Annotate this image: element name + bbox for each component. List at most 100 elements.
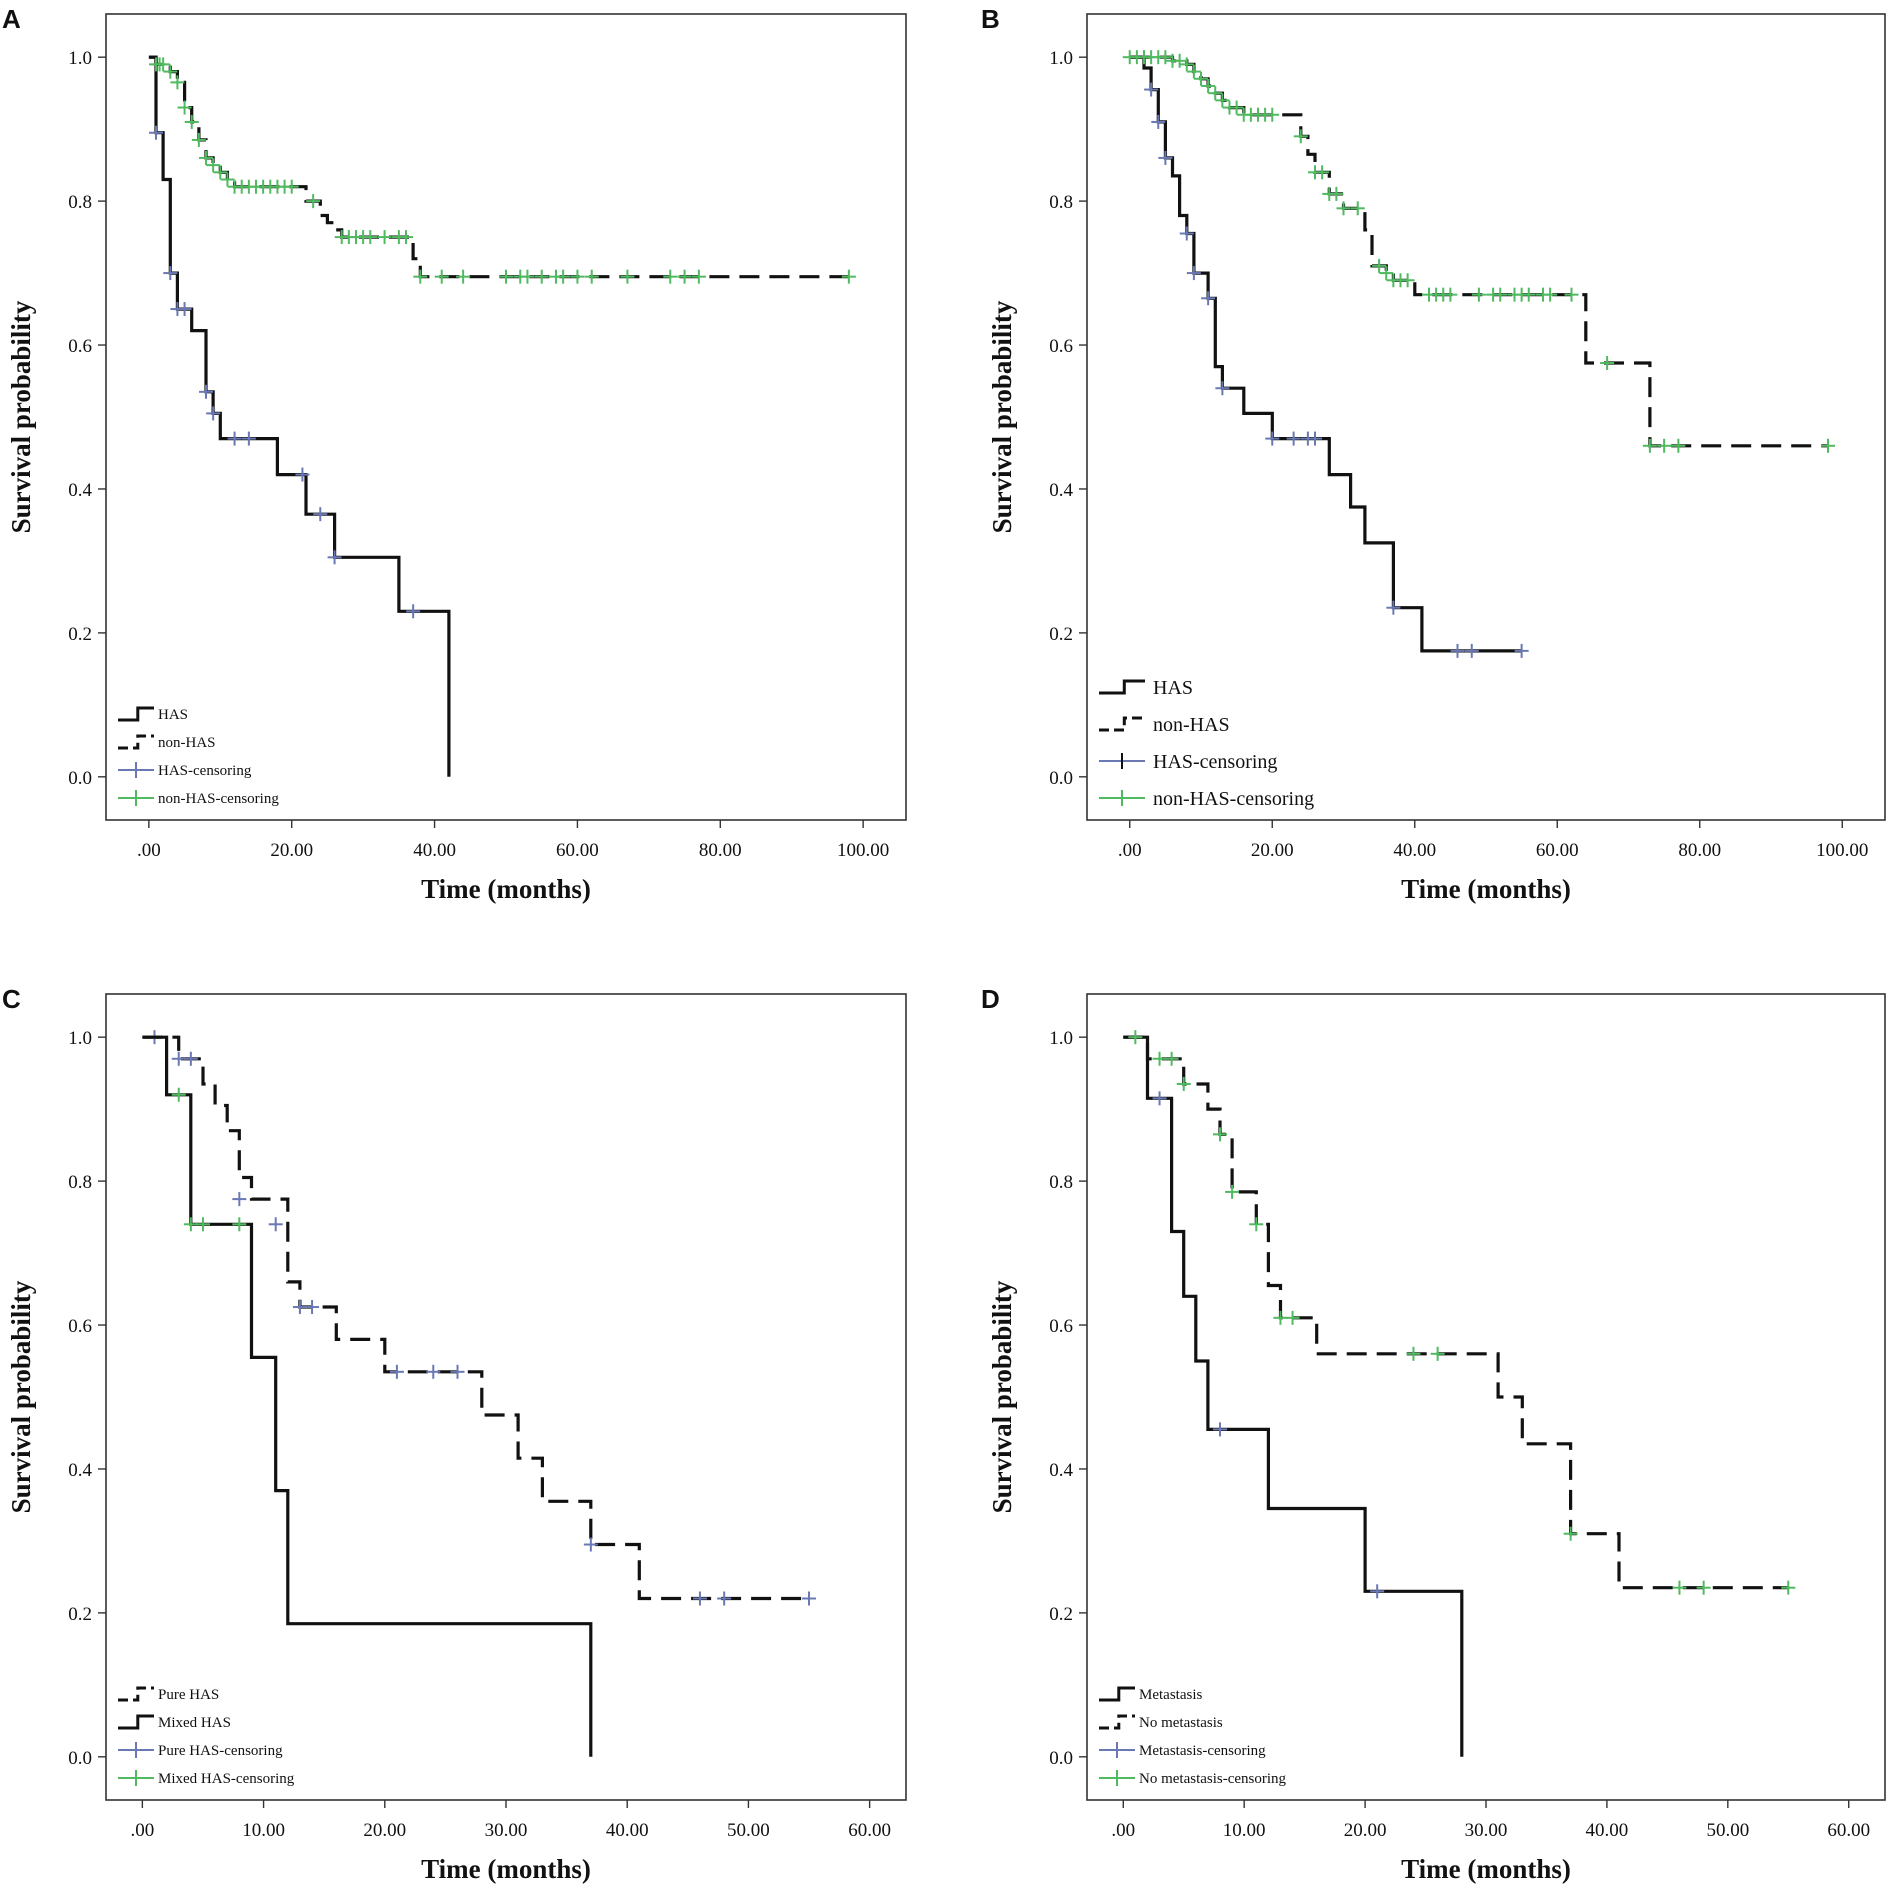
censor-mark bbox=[1152, 1051, 1167, 1066]
legend-label: non-HAS bbox=[1153, 714, 1230, 736]
censor-mark bbox=[284, 179, 299, 194]
censor-mark bbox=[227, 431, 242, 446]
x-tick-label: 40.00 bbox=[413, 840, 456, 861]
y-tick-label: 0.4 bbox=[1049, 1460, 1073, 1481]
panel-letter: C bbox=[2, 984, 21, 1014]
censor-mark bbox=[306, 194, 321, 209]
x-tick-label: .00 bbox=[137, 840, 161, 861]
curve-mixed-has bbox=[142, 1035, 593, 1757]
y-tick-label: 0.6 bbox=[68, 336, 92, 357]
censor-mark bbox=[1657, 438, 1672, 453]
censor-mark bbox=[149, 125, 163, 140]
legend-label: Metastasis-censoring bbox=[1139, 1743, 1266, 1759]
y-axis-label: Survival probability bbox=[987, 1280, 1017, 1513]
legend: Metastasis No metastasis Metastasis-censor… bbox=[1099, 1686, 1287, 1787]
censor-mark bbox=[691, 269, 706, 284]
censor-mark bbox=[426, 1364, 441, 1379]
censor-mark bbox=[1186, 266, 1201, 281]
x-tick-label: 60.00 bbox=[1827, 1820, 1870, 1841]
censor-mark bbox=[171, 1051, 186, 1066]
censor-mark bbox=[1563, 1526, 1578, 1541]
legend-label: Mixed HAS-censoring bbox=[158, 1771, 295, 1787]
legend-swatch bbox=[1099, 679, 1145, 695]
legend-censor-swatch bbox=[118, 1770, 154, 1786]
x-tick-label: 50.00 bbox=[727, 1820, 770, 1841]
censor-mark bbox=[1225, 1184, 1240, 1199]
x-tick-label: 60.00 bbox=[848, 1820, 891, 1841]
curve-has bbox=[148, 55, 451, 777]
panel-d: D .00 10.00 20.00 30.00 40.00 50.00 60.00 0.0 0.2… bbox=[981, 984, 1886, 1884]
censor-mark bbox=[183, 1051, 198, 1066]
censor-mark bbox=[570, 269, 585, 284]
plot-frame bbox=[1086, 13, 1886, 821]
censor-mark bbox=[1285, 1310, 1300, 1325]
curve-pure-has bbox=[142, 1035, 809, 1601]
legend: Pure HAS Mixed HAS Pure HAS-censoring Mixed… bbox=[118, 1686, 295, 1787]
panel-c: C .00 10.00 20.00 30.00 40.00 50.00 60.00 0.0 0.2… bbox=[2, 984, 907, 1884]
censor-mark bbox=[1443, 287, 1458, 302]
censor-mark bbox=[163, 266, 178, 281]
y-tick-label: 1.0 bbox=[1049, 48, 1073, 69]
x-tick-label: 10.00 bbox=[1223, 1820, 1266, 1841]
x-tick-label: 60.00 bbox=[1536, 840, 1579, 861]
x-tick-label: 20.00 bbox=[363, 1820, 406, 1841]
legend-swatch bbox=[1099, 1686, 1135, 1702]
legend-censor-swatch bbox=[1099, 790, 1145, 806]
censor-mark bbox=[1151, 114, 1166, 129]
legend-swatch bbox=[118, 1714, 154, 1730]
censor-mark bbox=[1213, 1127, 1227, 1142]
censor-mark bbox=[377, 230, 392, 245]
y-axis-label: Survival probability bbox=[987, 300, 1017, 533]
censor-mark bbox=[1201, 291, 1216, 306]
censor-mark bbox=[1179, 226, 1194, 241]
censor-mark bbox=[1128, 1030, 1143, 1045]
x-tick-label: 80.00 bbox=[1678, 840, 1721, 861]
censor-mark bbox=[1144, 82, 1159, 97]
y-tick-label: 1.0 bbox=[68, 48, 92, 69]
censor-mark bbox=[183, 1217, 198, 1232]
y-tick-label: 0.0 bbox=[1049, 768, 1073, 789]
y-tick-label: 0.8 bbox=[1049, 192, 1073, 213]
legend-swatch bbox=[118, 1686, 154, 1702]
censor-mark bbox=[363, 230, 378, 245]
panel-letter: A bbox=[2, 4, 21, 34]
x-tick-label: .00 bbox=[1118, 840, 1142, 861]
legend-label: Metastasis bbox=[1139, 1687, 1202, 1703]
censor-mark bbox=[206, 158, 221, 173]
legend-censor-swatch bbox=[1099, 1742, 1135, 1758]
censor-mark bbox=[556, 269, 571, 284]
legend: HAS non-HAS HAS-censoring non-HAS-censoring bbox=[118, 706, 279, 807]
x-tick-label: 80.00 bbox=[699, 840, 742, 861]
y-tick-label: 0.2 bbox=[1049, 624, 1073, 645]
legend-label: HAS bbox=[158, 707, 188, 723]
censor-mark bbox=[1152, 1091, 1167, 1106]
y-tick-label: 0.0 bbox=[1049, 1748, 1073, 1769]
censor-mark bbox=[1293, 129, 1308, 144]
x-tick-label: 30.00 bbox=[485, 1820, 528, 1841]
y-tick-label: 0.2 bbox=[68, 1604, 92, 1625]
censor-mark bbox=[199, 150, 213, 165]
y-axis-label: Survival probability bbox=[6, 300, 36, 533]
censor-mark bbox=[1176, 1076, 1191, 1091]
censor-mark bbox=[583, 1537, 598, 1552]
censor-mark bbox=[692, 1591, 707, 1606]
panel-a: A .00 20.00 40.00 60.00 80.00 100.00 0.0 0.2 0.4 0… bbox=[2, 4, 907, 904]
y-tick-label: 0.6 bbox=[1049, 336, 1073, 357]
censor-mark bbox=[1464, 643, 1479, 658]
legend-label: HAS bbox=[1153, 677, 1193, 699]
plot-frame bbox=[105, 13, 907, 821]
censor-mark bbox=[170, 75, 185, 90]
censor-mark bbox=[305, 1300, 320, 1315]
x-tick-label: 40.00 bbox=[1586, 1820, 1629, 1841]
censor-mark bbox=[620, 269, 635, 284]
x-tick-label: 60.00 bbox=[556, 840, 599, 861]
legend-label: non-HAS bbox=[158, 735, 216, 751]
censor-mark bbox=[1493, 287, 1508, 302]
censor-mark bbox=[520, 269, 535, 284]
censor-mark bbox=[1400, 273, 1415, 288]
censor-mark bbox=[499, 269, 513, 284]
censor-mark bbox=[1308, 431, 1322, 446]
censor-mark bbox=[1671, 438, 1686, 453]
legend-censor-swatch bbox=[118, 1742, 154, 1758]
censor-mark bbox=[1201, 78, 1216, 93]
